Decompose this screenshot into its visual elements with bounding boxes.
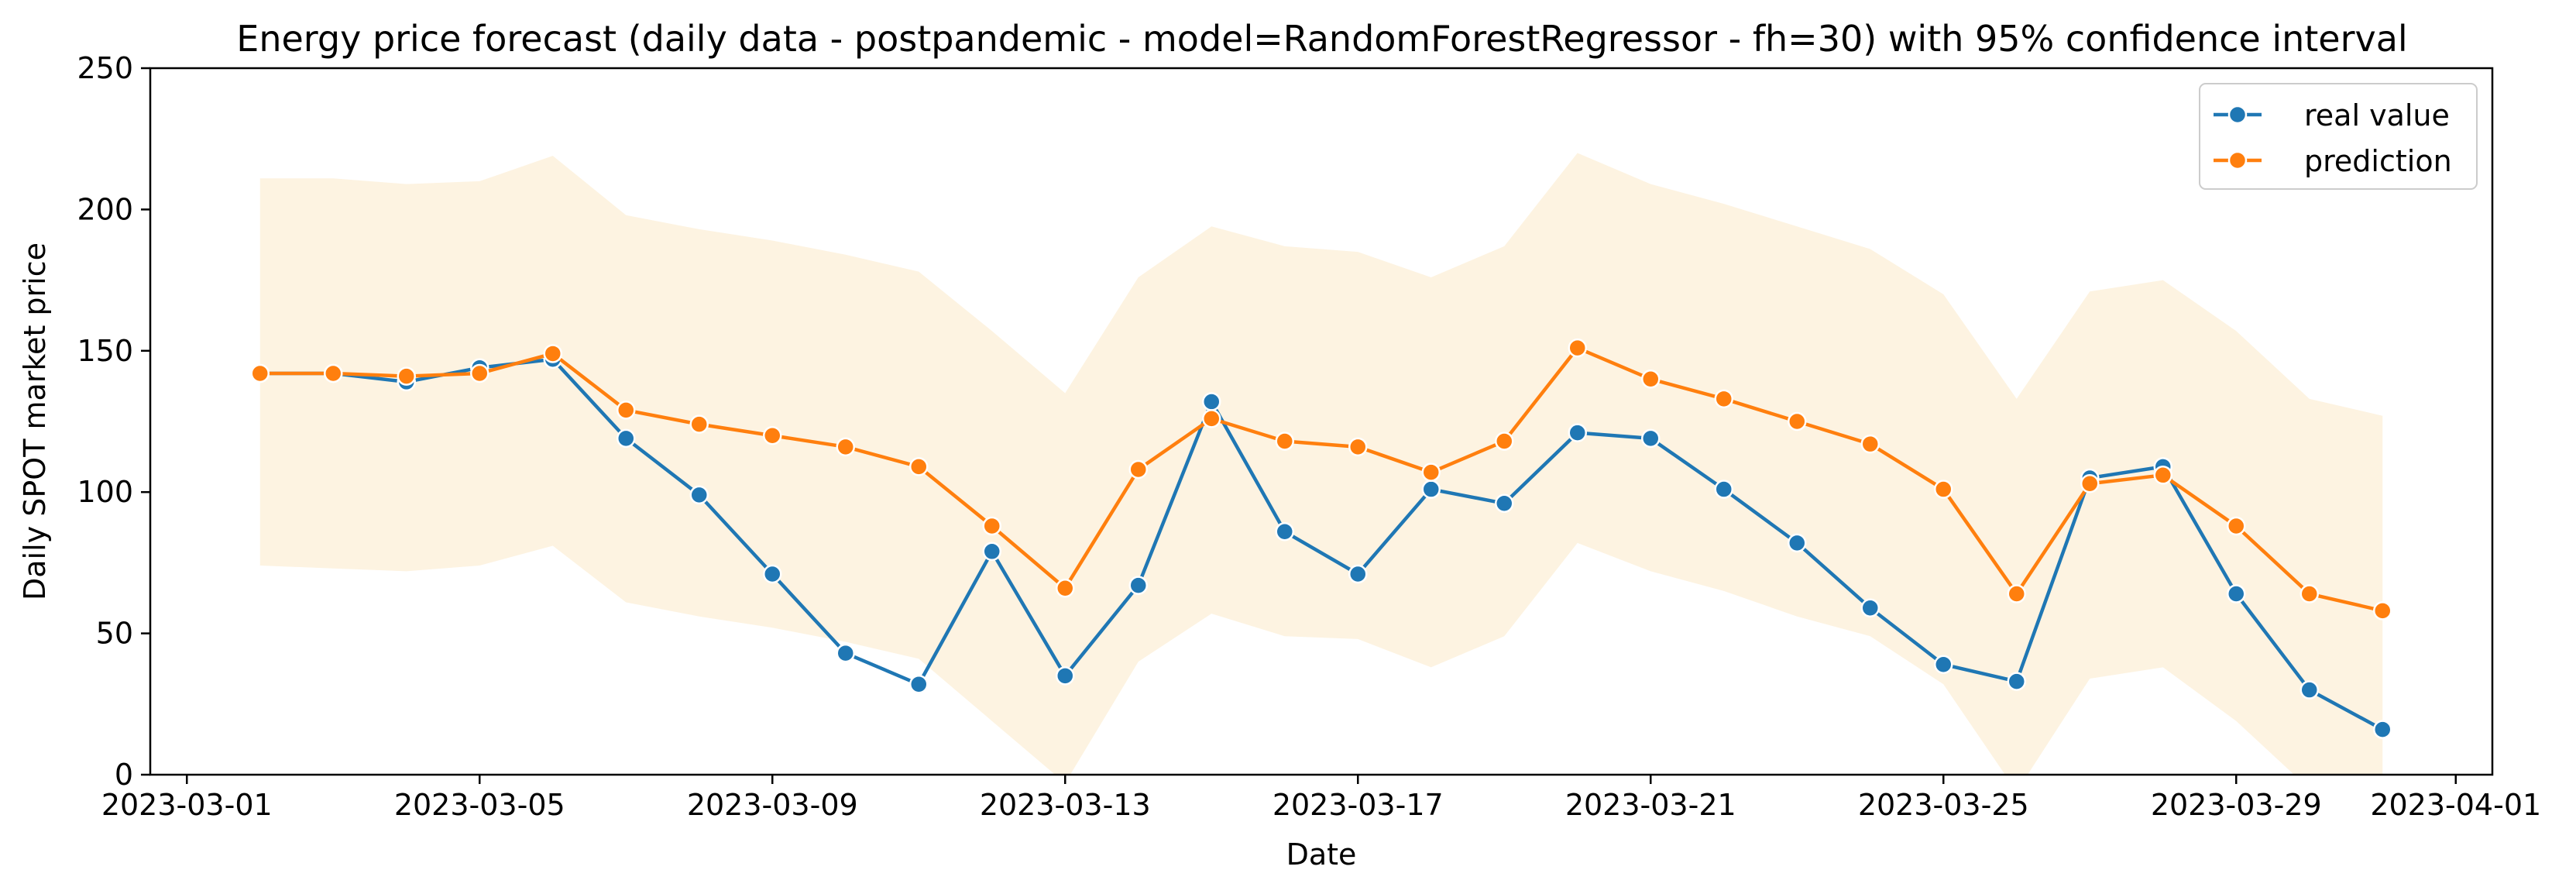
plot-series [250,153,2392,775]
x-tick-label: 2023-03-17 [1273,788,1444,822]
point-prediction [1202,409,1221,428]
point-prediction [689,414,709,434]
point-prediction [617,401,636,420]
x-tick-label: 2023-03-29 [2151,788,2322,822]
point-real-value [1275,522,1294,542]
point-real-value [2300,680,2319,700]
point-real-value [1934,655,1953,674]
point-real-value [1568,423,1587,442]
series-line-real-value [259,357,2384,731]
point-prediction [909,457,929,476]
point-prediction [470,363,489,383]
point-real-value [763,564,782,584]
point-prediction [1788,411,1807,432]
point-prediction [543,344,562,363]
point-prediction [1495,432,1514,451]
point-real-value [1641,428,1661,449]
point-prediction [2300,584,2319,603]
point-prediction [1568,338,1587,358]
legend-label-real-value: real value [2304,98,2450,132]
y-tick-label: 100 [77,475,133,509]
y-tick-label: 150 [77,334,133,368]
point-prediction [1056,578,1075,598]
legend-marker-prediction [2227,150,2248,170]
point-prediction [2080,474,2100,493]
legend-box [2199,83,2478,190]
y-tick-label: 0 [115,758,133,792]
x-tick-label: 2023-03-25 [1858,788,2029,822]
point-real-value [1421,480,1441,499]
point-prediction [1714,389,1733,409]
x-tick-label: 2023-03-21 [1565,788,1736,822]
point-prediction [1275,432,1294,451]
y-tick-label: 200 [77,192,133,226]
point-real-value [909,675,929,694]
series-line-prediction [259,346,2383,613]
x-tick-label: 2023-03-13 [980,788,1151,822]
point-real-value [2007,672,2026,691]
legend-marker-real-value [2227,105,2248,125]
point-real-value [1202,392,1221,411]
point-real-value [2227,584,2246,603]
x-tick-label: 2023-03-01 [101,788,273,822]
plot-frame [149,67,2494,776]
point-real-value [836,643,855,663]
point-prediction [1934,480,1953,499]
point-real-value [1128,576,1148,595]
point-real-value [1714,480,1733,499]
point-prediction [1860,434,1880,454]
x-axis-label: Date [1286,837,1357,872]
point-prediction [2227,516,2246,536]
point-prediction [2007,584,2026,603]
legend-label-prediction: prediction [2304,144,2452,178]
point-prediction [2373,601,2392,621]
x-tick-label: 2023-04-01 [2370,788,2541,822]
point-prediction [836,437,855,457]
y-axis: 0 50 100 150 200 250 [77,51,150,792]
point-prediction [1421,462,1441,482]
point-prediction [1348,437,1368,457]
point-real-value [617,428,636,449]
legend: real value prediction [2199,83,2478,190]
point-prediction [1128,459,1148,480]
point-prediction [982,516,1001,536]
point-real-value [1860,598,1880,618]
point-prediction [397,366,416,386]
point-prediction [324,363,343,383]
point-prediction [763,425,782,445]
y-axis-label: Daily SPOT market price [18,242,52,600]
point-prediction [250,363,270,383]
point-real-value [1495,493,1514,514]
point-real-value [2373,720,2392,739]
confidence-band [259,153,2383,775]
x-tick-label: 2023-03-05 [394,788,565,822]
x-tick-label: 2023-03-09 [687,788,858,822]
y-tick-label: 250 [77,51,133,85]
y-tick-label: 50 [96,617,133,651]
point-real-value [1348,564,1368,584]
point-real-value [1788,533,1807,553]
point-prediction [1641,370,1661,389]
x-axis: 2023-03-01 2023-03-05 2023-03-09 2023-03-13… [101,775,2541,822]
point-prediction [2153,466,2172,485]
point-real-value [1056,666,1075,686]
point-real-value [689,485,709,505]
plot-area [250,153,2392,775]
point-real-value [982,542,1001,562]
chart-title: Energy price forecast (daily data - post… [236,18,2407,60]
